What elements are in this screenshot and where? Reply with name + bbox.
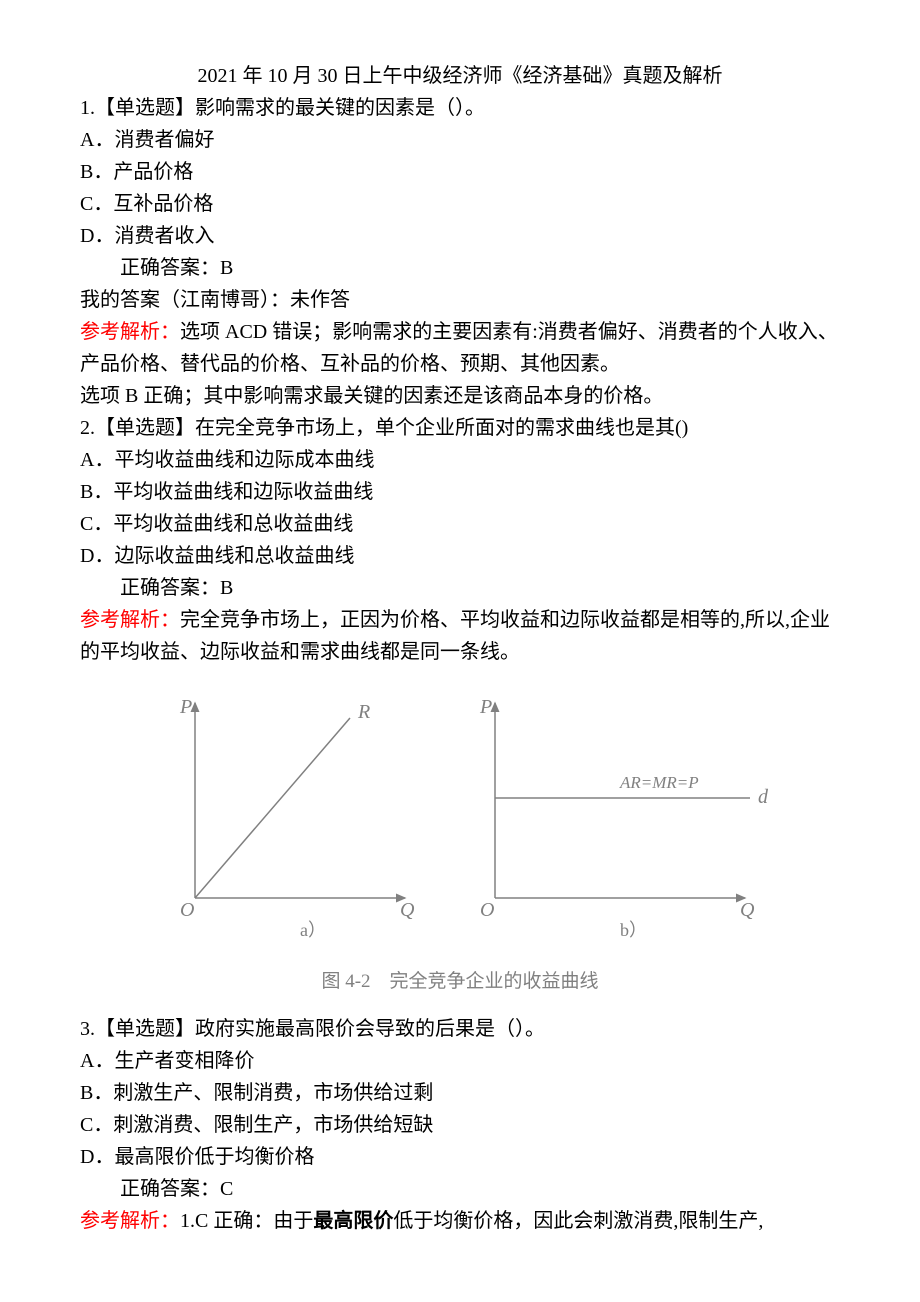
figure-4-2: P O Q Ra） P O Q AR=MR=P d b） xyxy=(80,688,840,948)
svg-text:Q: Q xyxy=(400,899,415,921)
q3-stem: 3.【单选题】政府实施最高限价会导致的后果是（）。 xyxy=(80,1013,840,1045)
svg-text:AR=MR=P: AR=MR=P xyxy=(619,773,699,792)
q2-expl-label: 参考解析： xyxy=(80,609,180,631)
q2-optA: A．平均收益曲线和边际成本曲线 xyxy=(80,444,840,476)
svg-text:P: P xyxy=(179,696,192,718)
q1-optD: D．消费者收入 xyxy=(80,220,840,252)
svg-text:R: R xyxy=(357,701,370,723)
q3-expl-text-1b: 低于均衡价格，因此会刺激消费,限制生产, xyxy=(393,1210,763,1232)
figure-panel-b: P O Q AR=MR=P d b） xyxy=(465,688,775,948)
svg-text:Q: Q xyxy=(740,899,755,921)
q2-stem: 2.【单选题】在完全竞争市场上，单个企业所面对的需求曲线也是其() xyxy=(80,412,840,444)
svg-text:b）: b） xyxy=(620,920,647,938)
q3-optC: C．刺激消费、限制生产，市场供给短缺 xyxy=(80,1109,840,1141)
q3-expl-label: 参考解析： xyxy=(80,1210,180,1232)
svg-text:a）: a） xyxy=(300,920,326,938)
q1-explanation-1: 参考解析：选项 ACD 错误；影响需求的主要因素有:消费者偏好、消费者的个人收入… xyxy=(80,316,840,380)
q3-expl-text-1a: 1.C 正确：由于 xyxy=(180,1210,313,1232)
svg-text:d: d xyxy=(758,786,769,808)
q1-my-answer: 我的答案（江南博哥）：未作答 xyxy=(80,284,840,316)
q1-optB: B．产品价格 xyxy=(80,156,840,188)
q1-optC: C．互补品价格 xyxy=(80,188,840,220)
q1-stem: 1.【单选题】影响需求的最关键的因素是（）。 xyxy=(80,92,840,124)
q2-optD: D．边际收益曲线和总收益曲线 xyxy=(80,540,840,572)
q2-optB: B．平均收益曲线和边际收益曲线 xyxy=(80,476,840,508)
chart-b-svg: P O Q AR=MR=P d b） xyxy=(465,688,775,938)
q3-explanation-1: 参考解析：1.C 正确：由于最高限价低于均衡价格，因此会刺激消费,限制生产, xyxy=(80,1205,840,1237)
q3-expl-bold: 最高限价 xyxy=(313,1210,393,1232)
q2-expl-text-1: 完全竞争市场上，正因为价格、平均收益和边际收益都是相等的,所以,企业的平均收益、… xyxy=(80,609,830,663)
page-title: 2021 年 10 月 30 日上午中级经济师《经济基础》真题及解析 xyxy=(80,60,840,92)
chart-a-svg: P O Q Ra） xyxy=(145,688,425,938)
q3-optA: A．生产者变相降价 xyxy=(80,1045,840,1077)
q2-optC: C．平均收益曲线和总收益曲线 xyxy=(80,508,840,540)
q3-optD: D．最高限价低于均衡价格 xyxy=(80,1141,840,1173)
figure-caption: 图 4-2 完全竞争企业的收益曲线 xyxy=(80,967,840,997)
svg-text:O: O xyxy=(180,899,194,921)
q3-correct-answer: 正确答案：C xyxy=(80,1173,840,1205)
q1-optA: A．消费者偏好 xyxy=(80,124,840,156)
q1-explanation-2: 选项 B 正确；其中影响需求最关键的因素还是该商品本身的价格。 xyxy=(80,380,840,412)
svg-text:O: O xyxy=(480,899,494,921)
q1-expl-text-1: 选项 ACD 错误；影响需求的主要因素有:消费者偏好、消费者的个人收入、产品价格… xyxy=(80,321,838,375)
q1-expl-label: 参考解析： xyxy=(80,321,180,343)
figure-panel-a: P O Q Ra） xyxy=(145,688,425,948)
q1-correct-answer: 正确答案：B xyxy=(80,252,840,284)
svg-text:P: P xyxy=(479,696,492,718)
q2-explanation-1: 参考解析：完全竞争市场上，正因为价格、平均收益和边际收益都是相等的,所以,企业的… xyxy=(80,604,840,668)
q2-correct-answer: 正确答案：B xyxy=(80,572,840,604)
q3-optB: B．刺激生产、限制消费，市场供给过剩 xyxy=(80,1077,840,1109)
